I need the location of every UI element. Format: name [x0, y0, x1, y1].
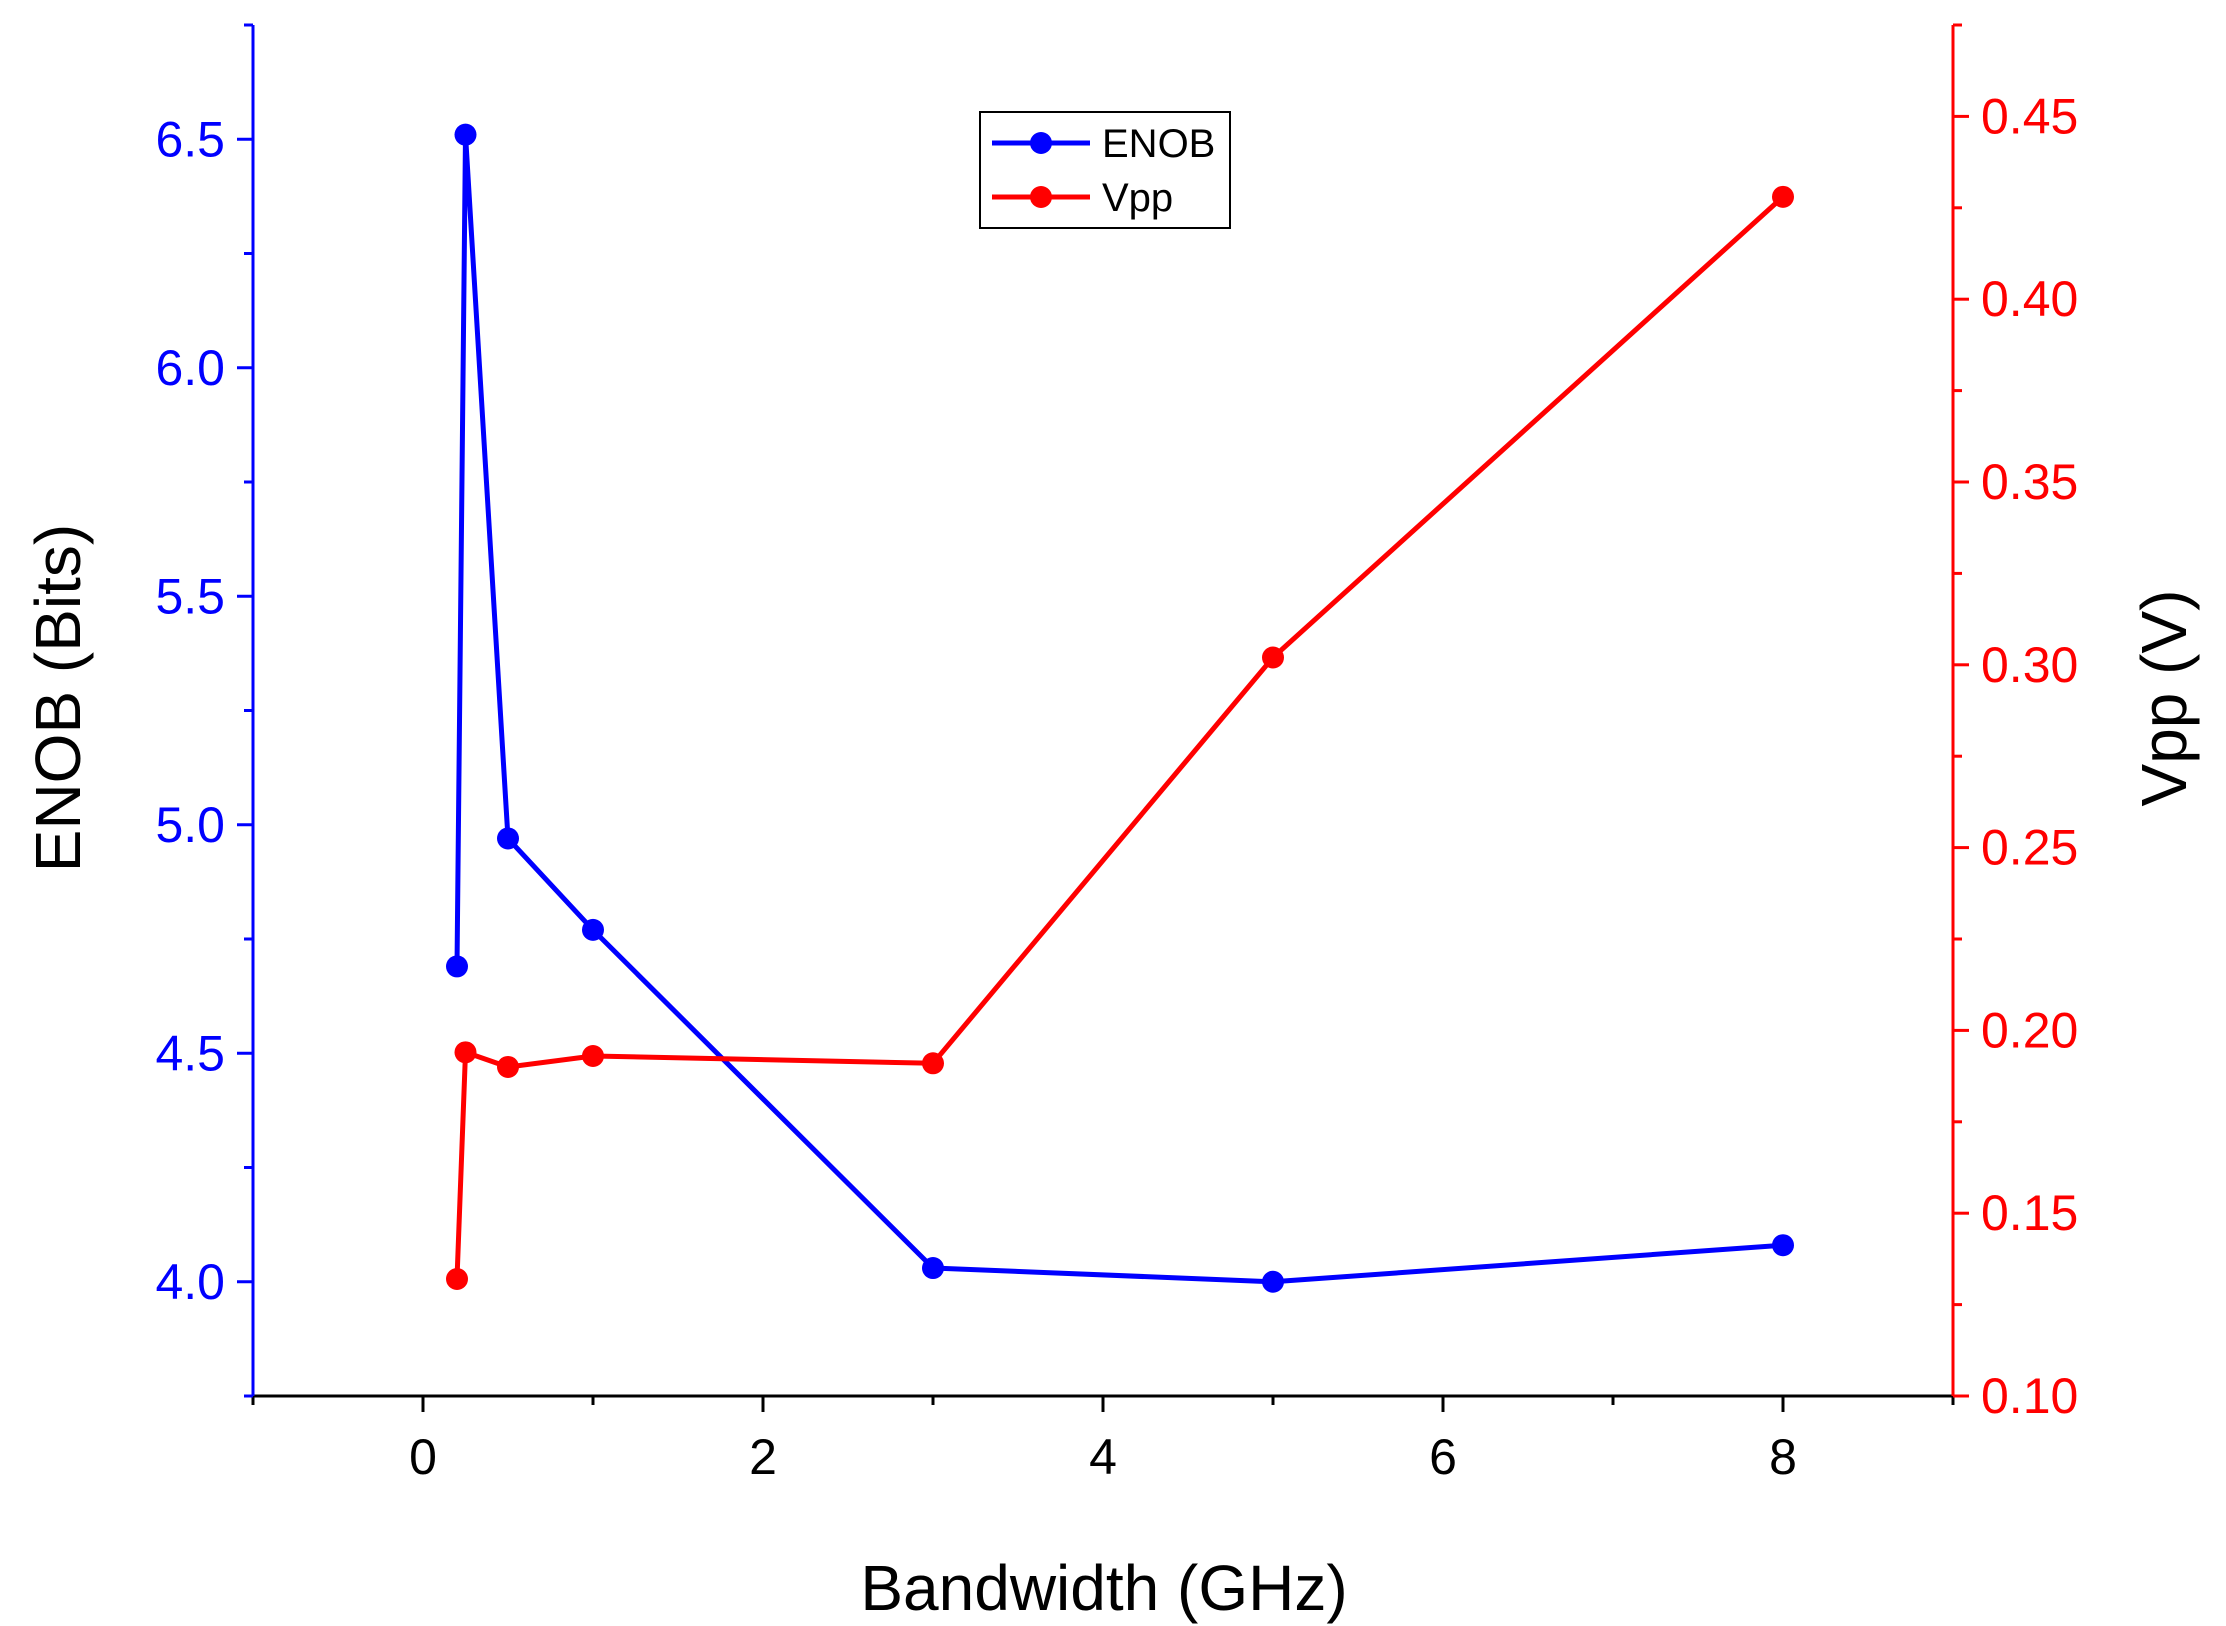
y-left-tick-label: 6.0 [155, 340, 225, 396]
vpp-point [454, 1041, 477, 1064]
x-tick-label: 8 [1769, 1429, 1797, 1485]
legend-swatch-vpp-marker [1030, 186, 1052, 208]
enob-point [454, 123, 477, 146]
x-tick-label: 4 [1089, 1429, 1117, 1485]
enob-point [1262, 1270, 1284, 1293]
x-tick-label: 0 [409, 1429, 437, 1485]
vpp-point [1772, 185, 1794, 208]
x-tick-label: 2 [749, 1429, 777, 1485]
vpp-point [582, 1044, 604, 1067]
legend-label-enob: ENOB [1102, 122, 1215, 166]
vpp-point [446, 1268, 468, 1291]
enob-point [582, 918, 604, 941]
enob-point [922, 1257, 944, 1280]
legend-label-vpp: Vpp [1102, 176, 1173, 220]
vpp-point [922, 1052, 944, 1075]
y-right-tick-label: 0.30 [1981, 637, 2078, 693]
y-left-tick-label: 4.5 [155, 1025, 225, 1081]
enob-point [497, 827, 519, 850]
y-axis-right-title: Vpp (V) [2128, 590, 2200, 807]
y-right-tick-label: 0.40 [1981, 271, 2078, 327]
y-right-tick-label: 0.10 [1981, 1368, 2078, 1424]
legend-swatch-enob-marker [1030, 132, 1052, 154]
y-right-tick-label: 0.20 [1981, 1002, 2078, 1058]
y-right-tick-label: 0.25 [1981, 820, 2078, 876]
legend: ENOB Vpp [979, 111, 1231, 229]
y-right-tick-label: 0.35 [1981, 454, 2078, 510]
y-axis-left-title: ENOB (Bits) [22, 524, 94, 872]
y-axis-right: 0.10 0.15 0.20 0.25 0.30 0.35 0.40 0.45 [1953, 23, 2078, 1424]
x-tick-label: 6 [1429, 1429, 1457, 1485]
legend-box [979, 111, 1231, 229]
y-right-tick-label: 0.15 [1981, 1185, 2078, 1241]
y-right-tick-label: 0.45 [1981, 88, 2078, 144]
enob-point [1772, 1234, 1794, 1257]
y-left-tick-label: 5.0 [155, 797, 225, 853]
y-left-tick-label: 6.5 [155, 111, 225, 167]
y-left-tick-label: 5.5 [155, 568, 225, 624]
vpp-point [1262, 646, 1284, 669]
enob-point [446, 955, 468, 978]
y-axis-left: 4.0 4.5 5.0 5.5 6.0 6.5 [155, 23, 253, 1398]
x-axis: 0 2 4 6 8 [251, 1396, 1955, 1485]
y-left-tick-label: 4.0 [155, 1254, 225, 1310]
series-layer [446, 123, 1794, 1293]
vpp-point [497, 1055, 519, 1078]
x-axis-title: Bandwidth (GHz) [860, 1552, 1347, 1624]
